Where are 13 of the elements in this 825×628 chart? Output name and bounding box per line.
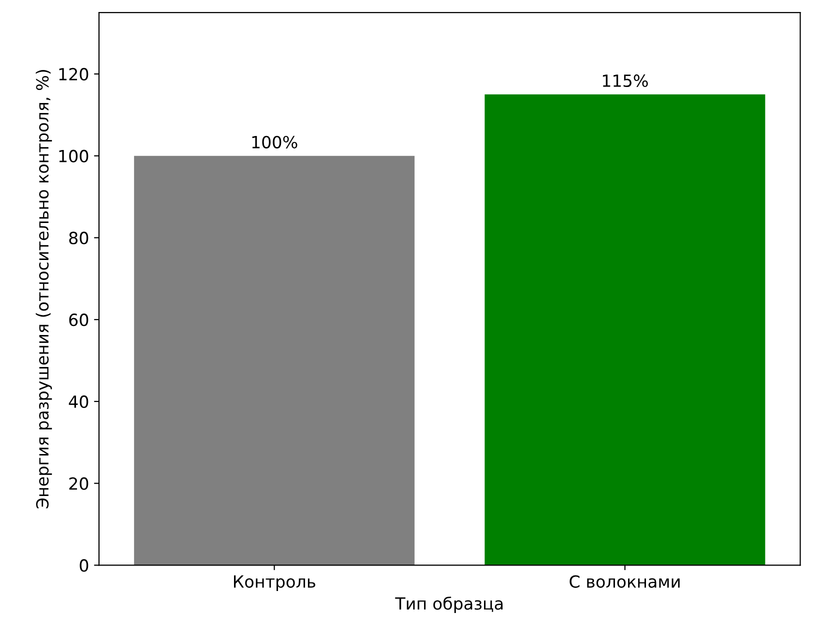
x-axis-title: Тип образца: [395, 596, 503, 614]
x-tick-label: С волокнами: [570, 575, 680, 588]
y-tick-label: 100: [59, 150, 88, 162]
data-label: 100%: [252, 136, 298, 148]
y-tick-label: 120: [59, 68, 88, 81]
data-label: 115%: [602, 74, 648, 88]
x-tick-label: Контроль: [234, 575, 316, 592]
y-tick-label: 40: [68, 395, 88, 408]
y-tick-label: 0: [80, 559, 88, 572]
y-tick-label: 20: [69, 477, 88, 490]
y-tick-label: 80: [69, 232, 88, 244]
y-axis-title: Энергия разрушения (относительно контроля, %): [36, 70, 52, 508]
y-tick-label: 60: [69, 314, 88, 326]
